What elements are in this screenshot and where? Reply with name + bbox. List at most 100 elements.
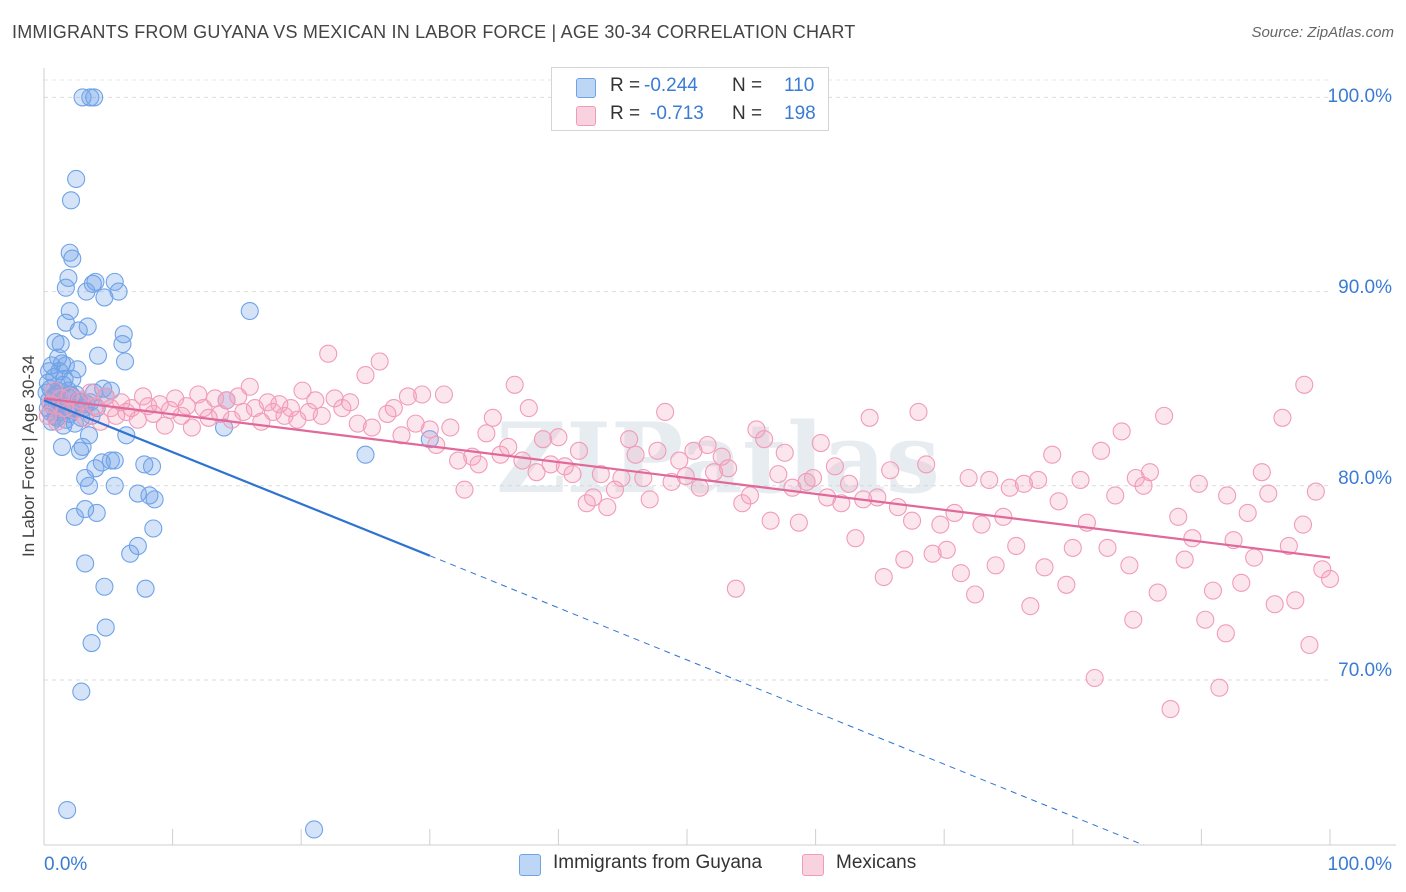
data-point-mexicans <box>931 515 950 534</box>
data-point-mexicans <box>1306 482 1325 501</box>
data-point-guyana <box>105 451 124 470</box>
data-point-mexicans <box>1071 470 1090 489</box>
data-point-guyana <box>82 634 101 653</box>
data-point-mexicans <box>1259 484 1278 503</box>
data-point-guyana <box>85 383 104 402</box>
data-point-mexicans <box>598 498 617 517</box>
data-point-mexicans <box>620 430 639 449</box>
data-point-guyana <box>114 325 133 344</box>
data-point-guyana <box>121 544 140 563</box>
data-point-mexicans <box>1175 550 1194 569</box>
legend-r-label: R = <box>610 103 641 124</box>
data-point-mexicans <box>240 377 259 396</box>
data-point-mexicans <box>755 430 774 449</box>
data-point-mexicans <box>825 457 844 476</box>
x-tick-label: 0.0% <box>44 854 87 875</box>
data-point-mexicans <box>698 435 717 455</box>
data-point-guyana <box>86 272 105 291</box>
data-point-mexicans <box>747 420 766 439</box>
data-point-mexicans <box>1218 486 1237 505</box>
data-point-mexicans <box>1238 503 1257 523</box>
data-point-mexicans <box>189 385 208 404</box>
data-point-mexicans <box>1148 583 1167 602</box>
data-point-guyana <box>88 346 108 365</box>
data-point-mexicans <box>1155 406 1174 425</box>
data-point-mexicans <box>1007 536 1026 556</box>
data-point-mexicans <box>761 511 780 530</box>
data-point-mexicans <box>1252 463 1271 482</box>
data-point-mexicans <box>811 434 830 453</box>
y-tick-label: 90.0% <box>1338 277 1392 298</box>
data-point-mexicans <box>656 402 675 422</box>
series-mexicans-points <box>38 344 1340 719</box>
data-point-guyana <box>65 507 84 526</box>
data-point-guyana <box>145 490 164 509</box>
data-point-mexicans <box>1183 529 1202 548</box>
data-point-mexicans <box>1295 375 1314 394</box>
data-point-mexicans <box>362 418 381 437</box>
data-point-mexicans <box>951 564 970 583</box>
data-point-guyana <box>52 437 72 456</box>
legend-r-value: -0.244 <box>644 75 698 96</box>
data-point-mexicans <box>293 381 312 400</box>
y-axis-label: In Labor Force | Age 30-34 <box>19 355 38 557</box>
data-point-mexicans <box>626 445 645 464</box>
data-point-mexicans <box>888 498 907 517</box>
data-point-mexicans <box>549 428 568 447</box>
data-point-guyana <box>78 317 97 336</box>
data-point-mexicans <box>584 488 603 507</box>
data-point-guyana <box>85 88 104 107</box>
data-point-mexicans <box>1000 478 1019 497</box>
data-point-mexicans <box>1014 474 1033 493</box>
data-point-mexicans <box>937 540 956 559</box>
data-point-mexicans <box>533 430 553 449</box>
data-point-mexicans <box>719 459 738 478</box>
bottom-legend-label-guyana: Immigrants from Guyana <box>553 852 763 873</box>
bottom-legend-label-mexicans: Mexicans <box>836 852 917 873</box>
chart-source: Source: ZipAtlas.com <box>1251 24 1394 41</box>
data-point-guyana <box>79 476 99 495</box>
data-point-mexicans <box>306 391 325 410</box>
data-point-mexicans <box>1120 556 1139 575</box>
data-point-guyana <box>142 457 162 476</box>
data-point-mexicans <box>325 389 344 408</box>
data-point-guyana <box>76 554 95 573</box>
data-point-guyana <box>113 334 132 354</box>
data-point-mexicans <box>441 418 460 437</box>
data-point-mexicans <box>449 451 468 470</box>
data-point-mexicans <box>47 412 66 431</box>
data-point-mexicans <box>1313 560 1332 579</box>
data-point-mexicans <box>881 461 900 480</box>
data-point-mexicans <box>1300 635 1319 655</box>
data-point-mexicans <box>434 385 453 404</box>
data-point-mexicans <box>258 393 277 412</box>
x-tick-label: 100.0% <box>1328 854 1393 875</box>
grid-lines <box>44 79 1330 681</box>
legend-row-guyana: R = -0.244 N = 110 <box>552 72 828 100</box>
data-point-mexicans <box>341 393 360 412</box>
data-point-mexicans <box>839 474 859 493</box>
data-point-mexicans <box>1286 591 1305 610</box>
data-point-mexicans <box>420 420 439 439</box>
data-point-mexicans <box>1085 668 1104 688</box>
data-point-mexicans <box>605 480 625 499</box>
data-point-mexicans <box>234 402 253 422</box>
data-point-guyana <box>87 503 106 523</box>
data-point-mexicans <box>1057 575 1076 594</box>
data-point-mexicans <box>733 494 752 513</box>
data-point-guyana <box>305 820 324 839</box>
data-point-mexicans <box>917 455 936 474</box>
data-point-mexicans <box>1021 597 1040 616</box>
bottom-legend-swatch-guyana <box>519 854 541 876</box>
data-point-mexicans <box>155 416 174 435</box>
legend-n-label: N = <box>732 75 763 96</box>
legend-swatch-mexicans <box>576 106 596 126</box>
legend-n-value: 198 <box>784 103 816 124</box>
data-point-mexicans <box>712 447 731 466</box>
data-point-guyana <box>60 301 79 321</box>
data-point-guyana <box>240 301 259 321</box>
data-point-guyana <box>63 249 82 268</box>
watermark: ZIPatlas <box>496 402 940 515</box>
data-point-mexicans <box>1035 558 1054 577</box>
legend-r-value: -0.713 <box>650 103 704 124</box>
